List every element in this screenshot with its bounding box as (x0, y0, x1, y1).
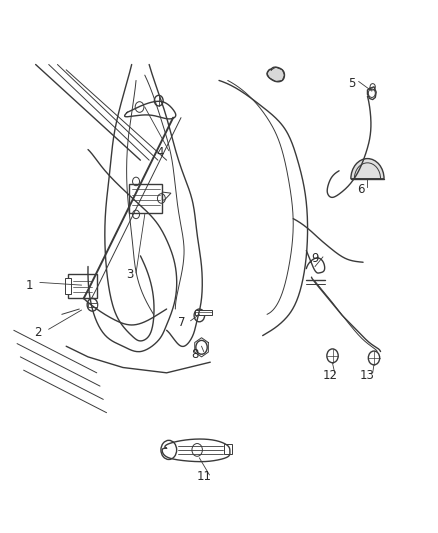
Text: 5: 5 (349, 77, 356, 90)
Bar (68, 274, 97, 298)
Polygon shape (267, 67, 285, 82)
Text: 6: 6 (357, 183, 365, 196)
Text: 7: 7 (178, 316, 186, 329)
Text: 12: 12 (323, 369, 338, 382)
Text: 2: 2 (34, 326, 42, 340)
Text: 1: 1 (25, 279, 33, 292)
Bar (88, 303, 97, 307)
Text: 8: 8 (191, 348, 199, 361)
Text: 4: 4 (156, 146, 164, 159)
Text: 3: 3 (126, 268, 133, 281)
Bar (130, 184, 162, 213)
Wedge shape (351, 159, 384, 179)
Bar (224, 444, 232, 454)
Bar (65, 278, 71, 294)
Bar (195, 310, 212, 316)
Text: 9: 9 (311, 252, 319, 265)
Text: 13: 13 (360, 369, 375, 382)
Text: 11: 11 (196, 470, 211, 483)
